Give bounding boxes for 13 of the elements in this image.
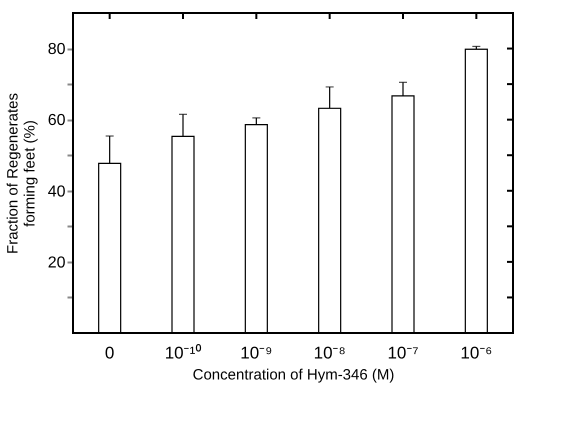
x-tick-label: 10⁻⁷ — [387, 344, 419, 362]
x-tick-label: 10⁻⁸ — [314, 344, 346, 362]
bar — [464, 48, 488, 334]
y-tick-label: 20 — [48, 254, 66, 272]
x-tick-label: 10⁻¹⁰ — [164, 344, 202, 362]
y-tick-label: 40 — [48, 183, 66, 200]
y-tick-label: 80 — [48, 41, 66, 58]
x-axis-title: Concentration of Hym-346 (M) — [192, 366, 394, 384]
x-tick-label: 10⁻⁶ — [460, 344, 492, 362]
x-tick-label: 0 — [104, 344, 114, 362]
y-tick-label: 60 — [48, 112, 66, 130]
x-tick-label: 10⁻⁹ — [240, 344, 272, 362]
y-axis-title: Fraction of Regenerates forming feet (%) — [4, 93, 39, 254]
